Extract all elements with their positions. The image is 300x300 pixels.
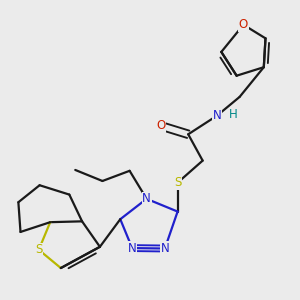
Text: N: N (160, 242, 169, 255)
Text: N: N (142, 192, 151, 205)
Text: O: O (239, 18, 248, 31)
Text: H: H (229, 108, 238, 121)
Text: N: N (213, 109, 221, 122)
Text: S: S (35, 243, 42, 256)
Text: N: N (128, 242, 136, 255)
Text: O: O (156, 119, 165, 132)
Text: S: S (174, 176, 181, 189)
